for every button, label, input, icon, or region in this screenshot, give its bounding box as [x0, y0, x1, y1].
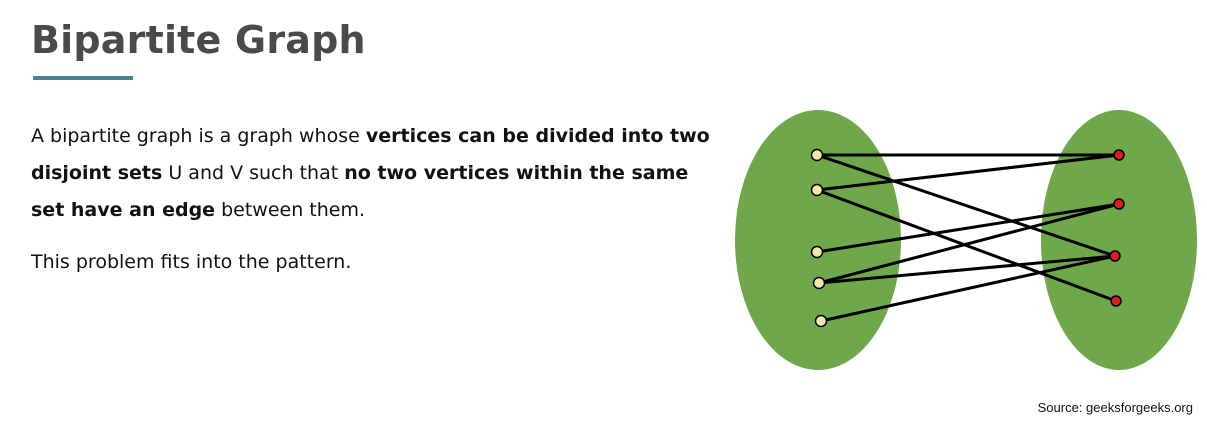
- title-underline: [33, 76, 133, 80]
- definition-emphasis: vertices can be divided into two disjoin…: [31, 125, 710, 184]
- edges: [815, 153, 1121, 323]
- definition-paragraph: A bipartite graph is a graph whose verti…: [31, 118, 711, 229]
- vertex-sets: [735, 110, 1197, 370]
- vertices: [810, 148, 1125, 328]
- vertex-set-u: [735, 110, 901, 370]
- edge: [815, 202, 1121, 254]
- vertex-u: [814, 314, 828, 328]
- definition-emphasis: no two vertices within the same set have…: [31, 162, 689, 221]
- bipartite-graph-diagram: [735, 110, 1197, 370]
- vertex-u: [810, 148, 824, 162]
- definition-text: A bipartite graph is a graph whose: [31, 125, 366, 147]
- edge: [817, 202, 1121, 285]
- edge: [815, 153, 1121, 192]
- definition-text: between them.: [215, 199, 366, 221]
- pattern-note-paragraph: This problem fits into the pattern.: [31, 251, 352, 273]
- vertex-u: [810, 183, 824, 197]
- vertex-v: [1113, 149, 1125, 161]
- vertex-v: [1113, 198, 1125, 210]
- definition-text: U and V such that: [162, 162, 345, 184]
- slide-title: Bipartite Graph: [31, 18, 366, 62]
- vertex-set-v: [1041, 110, 1197, 370]
- source-caption: Source: geeksforgeeks.org: [1037, 400, 1193, 415]
- vertex-u: [810, 245, 824, 259]
- edge: [815, 153, 1117, 258]
- edge: [819, 254, 1117, 323]
- vertex-u: [812, 276, 826, 290]
- vertex-v: [1109, 250, 1121, 262]
- vertex-v: [1110, 295, 1122, 307]
- edge: [817, 254, 1117, 285]
